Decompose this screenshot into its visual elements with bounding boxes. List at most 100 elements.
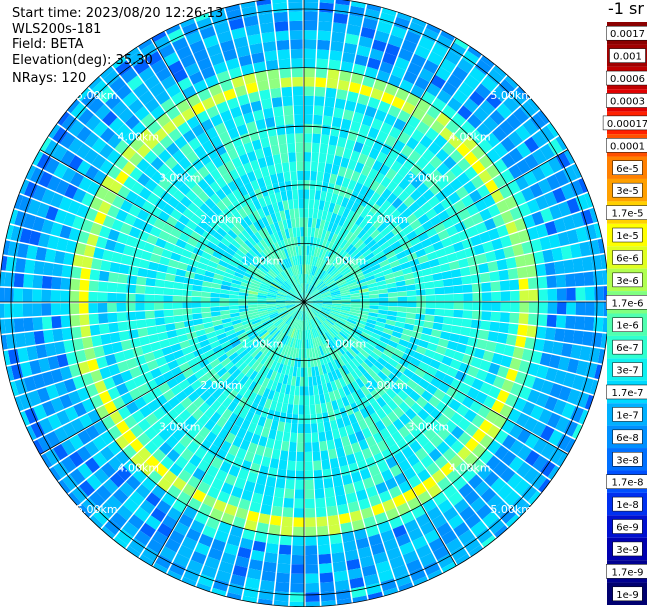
ray-gate	[193, 318, 204, 326]
ray-gate	[250, 100, 263, 112]
ray-gate	[167, 234, 179, 245]
ray-gate	[88, 97, 105, 114]
ray-gate	[306, 284, 311, 294]
ray-gate	[263, 195, 272, 206]
ray-gate	[138, 259, 150, 269]
ray-gate	[485, 132, 500, 148]
ray-gate	[328, 135, 339, 146]
ray-gate	[387, 105, 401, 118]
ring-label: 2.00km	[200, 379, 242, 392]
ray-gate	[389, 443, 401, 456]
ray-gate	[360, 302, 370, 306]
ray-gate	[238, 498, 251, 511]
ray-gate	[221, 280, 232, 287]
ray-gate	[109, 332, 121, 343]
ray-gate	[450, 412, 464, 426]
ray-gate	[396, 343, 407, 353]
ray-gate	[429, 215, 442, 227]
ray-gate	[539, 236, 552, 251]
ray-gate	[411, 107, 426, 121]
ray-gate	[111, 252, 123, 263]
ray-gate	[223, 233, 234, 243]
ray-gate	[227, 365, 238, 375]
ray-gate	[226, 264, 237, 272]
ray-gate	[232, 322, 243, 329]
ray-gate	[441, 324, 453, 333]
ray-gate	[20, 411, 30, 426]
ray-gate	[544, 396, 558, 412]
ray-gate	[316, 315, 324, 323]
ray-gate	[510, 496, 527, 513]
ray-gate	[362, 75, 376, 88]
ray-gate	[257, 3, 273, 15]
ray-gate	[214, 268, 226, 276]
ray-gate	[319, 324, 326, 334]
ray-gate	[532, 455, 548, 472]
ray-gate	[70, 102, 87, 120]
ray-gate	[111, 195, 125, 209]
ray-gate	[173, 282, 184, 290]
ray-gate	[284, 315, 292, 323]
ray-gate	[501, 419, 516, 434]
ray-gate	[274, 21, 289, 32]
ray-gate	[67, 200, 81, 215]
ray-gate	[78, 176, 93, 192]
ray-gate	[117, 321, 128, 332]
ray-gate	[239, 375, 249, 386]
ray-gate	[291, 67, 303, 78]
ray-gate	[163, 52, 180, 67]
ray-gate	[120, 370, 133, 383]
ray-gate	[218, 561, 234, 574]
ray-gate	[329, 254, 337, 264]
ray-gate	[321, 354, 328, 365]
ray-gate	[277, 392, 285, 403]
ray-gate	[206, 384, 218, 395]
ray-gate	[52, 126, 68, 144]
ray-gate	[291, 309, 299, 317]
ray-gate	[388, 485, 402, 499]
ray-gate	[516, 461, 532, 478]
ray-gate	[239, 285, 250, 291]
ray-gate	[505, 221, 518, 235]
ray-gate	[328, 59, 341, 71]
ray-gate	[442, 374, 455, 386]
ray-gate	[423, 244, 435, 255]
ray-gate	[261, 31, 276, 43]
ray-gate	[261, 227, 270, 237]
ray-gate	[272, 154, 282, 165]
ray-gate	[483, 471, 500, 487]
ray-gate	[204, 419, 216, 431]
ray-gate	[277, 240, 284, 251]
ray-gate	[129, 338, 141, 349]
ray-gate	[271, 448, 281, 460]
ray-gate	[283, 171, 291, 182]
ray-gate	[98, 200, 112, 215]
ray-gate	[81, 336, 94, 349]
ray-gate	[69, 278, 81, 291]
ray-gate	[539, 143, 555, 161]
ray-gate	[522, 214, 536, 229]
ray-gate	[372, 139, 384, 152]
ray-gate	[123, 349, 135, 360]
ray-gate	[225, 329, 236, 337]
ray-gate	[294, 302, 304, 304]
ray-gate	[252, 199, 262, 211]
ray-gate	[166, 377, 179, 389]
ray-gate	[37, 435, 53, 452]
ray-gate	[269, 269, 278, 277]
ray-gate	[38, 171, 53, 188]
ray-gate	[260, 331, 270, 340]
ray-gate	[398, 219, 410, 230]
ray-gate	[328, 202, 336, 213]
ray-gate	[331, 360, 339, 371]
ray-gate	[360, 385, 371, 396]
ray-gate	[260, 137, 270, 148]
ray-gate	[335, 320, 345, 328]
ray-gate	[407, 453, 420, 467]
ray-gate	[429, 155, 443, 169]
ray-gate	[301, 339, 304, 349]
ray-gate	[307, 255, 312, 265]
ray-gate	[145, 213, 158, 226]
ray-gate	[206, 43, 222, 57]
ray-gate	[423, 428, 437, 441]
